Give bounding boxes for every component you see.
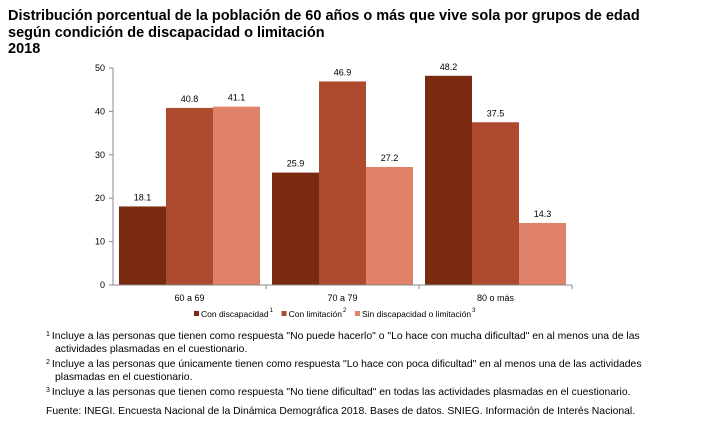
- data-label: 41.1: [228, 93, 246, 103]
- bar: [272, 172, 319, 285]
- legend-superscript: 3: [472, 308, 476, 314]
- source-note: Fuente: INEGI. Encuesta Nacional de la D…: [46, 406, 636, 417]
- bar: [472, 122, 519, 285]
- data-label: 14.3: [534, 209, 552, 219]
- bar: [425, 75, 472, 285]
- chart-title: Distribución porcentual de la población …: [8, 8, 698, 58]
- y-tick-label: 30: [95, 150, 105, 160]
- data-label: 18.1: [134, 192, 152, 202]
- bar: [166, 107, 213, 285]
- bar: [366, 166, 413, 285]
- title-line: según condición de discapacidad o limita…: [8, 24, 325, 41]
- x-tick-label: 70 a 79: [327, 293, 357, 303]
- footnote: 3 Incluye a las personas que tienen como …: [46, 387, 686, 400]
- legend-swatch: [354, 311, 360, 316]
- data-label: 25.9: [287, 159, 305, 169]
- bar: [319, 81, 366, 285]
- footnote-text: Incluye a las personas que tienen como r…: [51, 387, 631, 398]
- legend-swatch: [194, 311, 199, 316]
- bar: [519, 222, 566, 285]
- footnotes: 1 Incluye a las personas que tienen como …: [46, 331, 686, 403]
- footnote: 2 Incluye a las personas que únicamente t…: [46, 359, 686, 384]
- y-tick-label: 50: [95, 63, 105, 73]
- data-label: 27.2: [381, 153, 399, 163]
- legend-label: Con limitación: [289, 309, 343, 319]
- legend-superscript: 2: [343, 308, 347, 314]
- bar: [213, 106, 260, 285]
- legend-label: Con discapacidad: [201, 309, 269, 319]
- footnote-text: Incluye a las personas que únicamente ti…: [51, 359, 642, 383]
- legend-superscript: 1: [270, 308, 274, 314]
- footnote-text: Incluye a las personas que tienen como r…: [51, 331, 640, 355]
- data-label: 46.9: [334, 67, 352, 77]
- footnote: 1 Incluye a las personas que tienen como …: [46, 331, 686, 356]
- data-label: 48.2: [440, 62, 458, 72]
- data-label: 40.8: [181, 94, 199, 104]
- y-tick-label: 40: [95, 106, 105, 116]
- footnote-number: 1: [46, 331, 50, 338]
- x-tick-label: 80 o más: [477, 293, 515, 303]
- footnote-number: 2: [46, 359, 50, 366]
- legend-swatch: [281, 311, 287, 316]
- bar: [119, 206, 166, 285]
- title-line: Distribución porcentual de la población …: [8, 8, 640, 24]
- data-label: 37.5: [487, 108, 505, 118]
- title-line: 2018: [8, 41, 41, 57]
- y-tick-label: 20: [95, 193, 105, 203]
- y-tick-label: 10: [95, 237, 105, 247]
- y-tick-label: 0: [100, 280, 105, 290]
- footnote-number: 3: [46, 387, 50, 394]
- x-tick-label: 60 a 69: [174, 293, 204, 303]
- legend-label: Sin discapacidad o limitación: [362, 309, 471, 319]
